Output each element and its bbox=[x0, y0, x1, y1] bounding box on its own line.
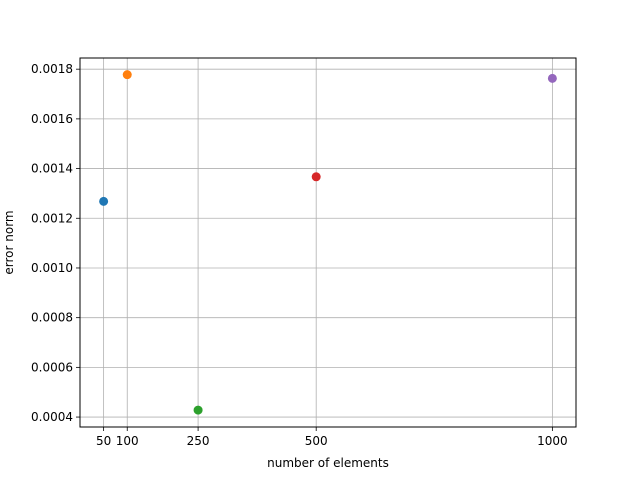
data-point bbox=[547, 73, 557, 83]
data-point bbox=[99, 196, 109, 206]
y-tick-label: 0.0014 bbox=[31, 162, 73, 176]
y-tick-label: 0.0018 bbox=[31, 62, 73, 76]
x-tick-label: 1000 bbox=[537, 434, 568, 448]
x-tick-label: 50 bbox=[96, 434, 111, 448]
plot-frame bbox=[79, 57, 577, 428]
x-tick-label: 250 bbox=[187, 434, 210, 448]
y-tick-label: 0.0012 bbox=[31, 211, 73, 225]
y-tick-label: 0.0006 bbox=[31, 360, 73, 374]
y-tick-label: 0.0010 bbox=[31, 261, 73, 275]
y-tick-label: 0.0016 bbox=[31, 112, 73, 126]
data-point bbox=[122, 70, 132, 80]
data-points bbox=[99, 70, 557, 415]
x-axis-label: number of elements bbox=[267, 456, 389, 470]
x-tick-label: 100 bbox=[116, 434, 139, 448]
ticks: 50 100 250 500 1000 0.0004 0.0006 0.0008 0.0010 0… bbox=[31, 62, 568, 448]
y-axis-label: error norm bbox=[2, 210, 16, 274]
grid bbox=[80, 58, 576, 427]
x-tick-label: 500 bbox=[305, 434, 328, 448]
data-point bbox=[311, 172, 321, 182]
data-point bbox=[193, 405, 203, 415]
y-tick-label: 0.0008 bbox=[31, 311, 73, 325]
y-tick-label: 0.0004 bbox=[31, 410, 73, 424]
